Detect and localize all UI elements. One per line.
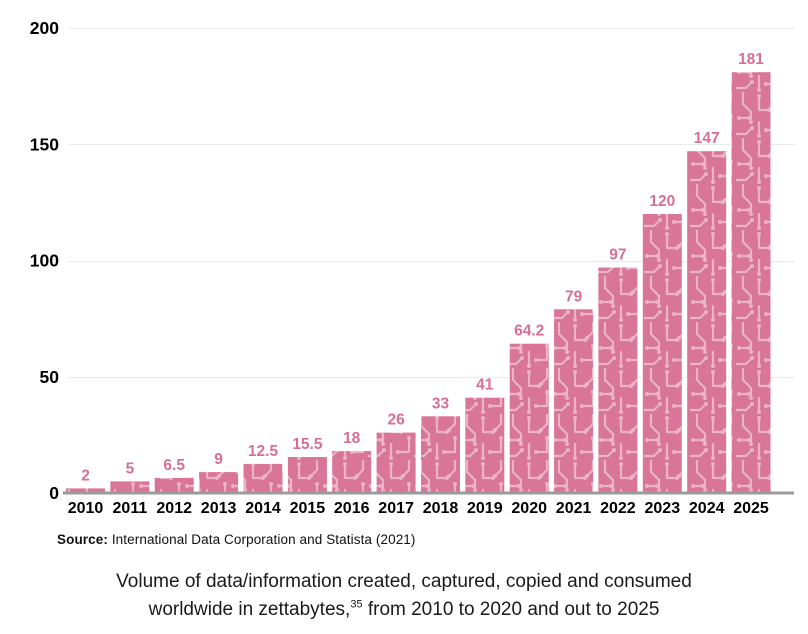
bar	[465, 397, 505, 493]
y-axis-tick-label: 150	[30, 134, 59, 154]
x-axis-tick-label: 2023	[645, 500, 681, 517]
x-axis-tick-label: 2021	[556, 500, 592, 517]
bars	[66, 72, 771, 494]
gridlines	[68, 28, 795, 378]
x-axis-tick-label: 2015	[290, 500, 326, 517]
bar-value-label: 15.5	[292, 436, 323, 453]
bar	[66, 488, 105, 494]
source-text: International Data Corporation and Stati…	[107, 532, 416, 547]
bar	[598, 267, 638, 493]
bar	[642, 214, 682, 493]
bar	[554, 309, 594, 493]
bar-value-label: 2	[81, 467, 90, 484]
bar-value-label: 147	[694, 130, 720, 147]
x-axis-tick-label: 2016	[334, 500, 370, 517]
bar-value-label: 5	[126, 460, 135, 477]
x-axis-tick-labels: 2010 2011 2012 2013 2014 2015 2016 2017 2018 2019…	[68, 500, 769, 517]
source-label: Source:	[57, 532, 108, 547]
y-axis-tick-label: 50	[40, 367, 60, 387]
y-axis-tick-label: 100	[30, 251, 59, 271]
y-axis-tick-label: 0	[49, 483, 59, 503]
source-note: Source: International Data Corporation a…	[57, 532, 808, 547]
bar-value-label: 120	[649, 193, 675, 210]
x-axis-tick-label: 2020	[511, 500, 547, 517]
caption-line-2: worldwide in zettabytes,35 from 2010 to …	[148, 598, 660, 620]
bar	[421, 416, 460, 493]
bar-value-label: 12.5	[248, 443, 279, 460]
x-axis-tick-label: 2019	[467, 500, 503, 517]
bar-value-label: 18	[343, 430, 361, 447]
figure-caption: Volume of data/information created, capt…	[0, 568, 808, 624]
bar	[509, 343, 549, 493]
bar-value-label: 97	[609, 247, 626, 264]
bar	[110, 481, 150, 493]
x-axis-tick-label: 2010	[68, 500, 104, 517]
bar-value-label: 6.5	[163, 457, 185, 474]
y-axis-tick-labels: 0 50 100 150 200	[30, 18, 59, 503]
bar-value-label: 79	[565, 288, 583, 305]
x-axis-tick-label: 2014	[245, 500, 281, 517]
bar-value-label: 9	[214, 451, 223, 468]
bar	[687, 151, 727, 493]
bar	[243, 463, 283, 493]
x-axis-tick-label: 2025	[733, 500, 769, 517]
caption-line-1: Volume of data/information created, capt…	[116, 571, 692, 592]
bar	[199, 472, 239, 493]
bar	[731, 72, 771, 493]
bar	[287, 457, 327, 493]
x-axis-tick-label: 2018	[423, 500, 459, 517]
bar	[332, 451, 372, 493]
x-axis-tick-label: 2022	[600, 500, 636, 517]
bar-value-labels: 2 5 6.5 9 12.5 15.5 18 26 33 41 64.2 79 97 120 147 181	[81, 51, 764, 484]
bar	[376, 432, 416, 494]
bar-value-label: 26	[387, 412, 405, 429]
x-axis-tick-label: 2013	[201, 500, 237, 517]
y-axis-tick-label: 200	[30, 18, 59, 38]
x-axis-tick-label: 2024	[689, 500, 725, 517]
x-axis-tick-label: 2017	[378, 500, 414, 517]
bar-value-label: 33	[432, 395, 450, 412]
bar-value-label: 41	[476, 377, 494, 394]
footnote-marker: 35	[350, 598, 363, 611]
bar	[154, 477, 194, 493]
bar-value-label: 64.2	[514, 323, 544, 340]
bar-chart: 0 50 100 150 200 2 5 6.5 9 12.5 15.5 18 26 33 41 64.2 7…	[30, 18, 795, 517]
x-axis-tick-label: 2011	[113, 500, 148, 517]
bar-value-label: 181	[738, 51, 764, 68]
x-axis-tick-label: 2012	[156, 500, 192, 517]
